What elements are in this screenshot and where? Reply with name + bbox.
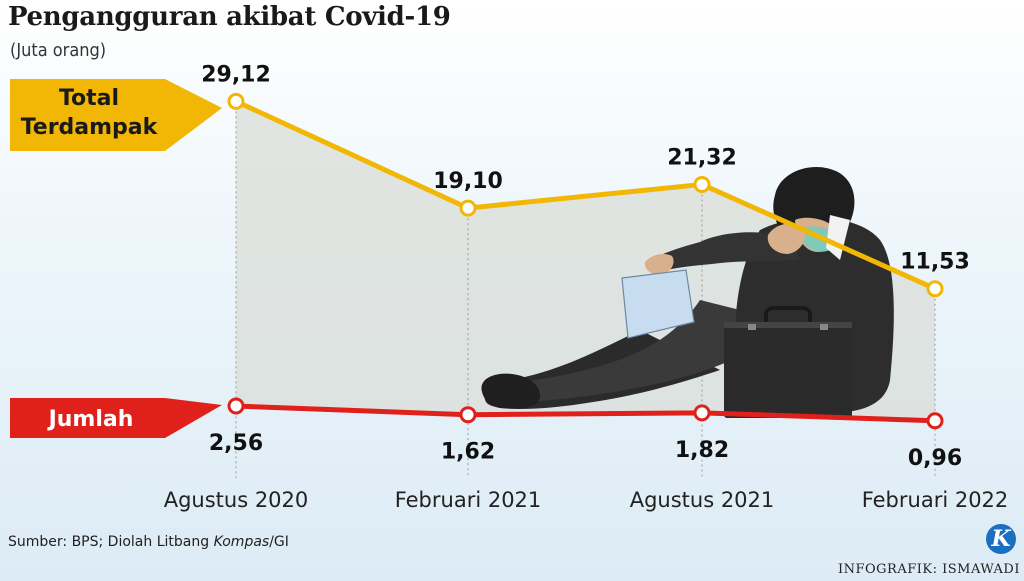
legend-box-total-terdampak bbox=[10, 79, 222, 151]
point-jumlah bbox=[926, 412, 944, 430]
data-label-jumlah: 1,62 bbox=[441, 440, 495, 465]
legend-label-jumlah: Jumlah bbox=[47, 407, 134, 432]
x-tick-label: Agustus 2021 bbox=[630, 488, 775, 512]
point-jumlah bbox=[459, 406, 477, 424]
legend-label-total-terdampak: Total bbox=[59, 86, 119, 111]
x-tick-label: Agustus 2020 bbox=[164, 488, 309, 512]
chart-subtitle: (Juta orang) bbox=[10, 40, 107, 61]
labels-layer: 29,12 19,10 21,32 11,53 2,56 1,62 1,82 0,96 bbox=[201, 62, 970, 470]
data-label-total-terdampak: 21,32 bbox=[667, 145, 737, 170]
data-label-jumlah: 1,82 bbox=[675, 438, 729, 463]
point-total-terdampak bbox=[459, 199, 477, 217]
source-italic: Kompas bbox=[213, 534, 270, 550]
x-tick-label: Februari 2021 bbox=[395, 488, 542, 512]
kompas-logo-icon: K bbox=[986, 524, 1016, 554]
x-tick-label: Februari 2022 bbox=[862, 488, 1009, 512]
point-total-terdampak bbox=[227, 92, 245, 110]
series-line-total-terdampak bbox=[234, 99, 937, 291]
legend-layer: Total Terdampak Jumlah bbox=[10, 79, 222, 438]
data-label-total-terdampak: 29,12 bbox=[201, 62, 271, 87]
data-label-total-terdampak: 11,53 bbox=[900, 250, 970, 275]
point-jumlah bbox=[693, 404, 711, 422]
legend-label-total-terdampak: Terdampak bbox=[21, 115, 159, 140]
series-line-jumlah bbox=[235, 403, 936, 424]
data-label-jumlah: 0,96 bbox=[908, 446, 962, 471]
data-label-total-terdampak: 19,10 bbox=[433, 169, 503, 194]
sitting-masked-worker-illustration bbox=[481, 166, 894, 418]
point-total-terdampak bbox=[693, 175, 711, 193]
source-suffix: /GI bbox=[269, 534, 289, 550]
infographic-credit: INFOGRAFIK: ISMAWADI bbox=[837, 562, 1020, 577]
source-note: Sumber: BPS; Diolah Litbang Kompas/GI bbox=[8, 534, 289, 550]
point-total-terdampak bbox=[926, 280, 944, 298]
legend-box-jumlah bbox=[10, 398, 222, 438]
source-prefix: Sumber: BPS; Diolah Litbang bbox=[8, 534, 214, 550]
lines-layer bbox=[227, 92, 944, 430]
point-jumlah bbox=[227, 397, 245, 415]
chart-title: Pengangguran akibat Covid-19 bbox=[8, 2, 451, 32]
ticks-layer: Agustus 2020 Februari 2021 Agustus 2021 Feb… bbox=[164, 488, 1009, 512]
data-label-jumlah: 2,56 bbox=[209, 431, 263, 456]
